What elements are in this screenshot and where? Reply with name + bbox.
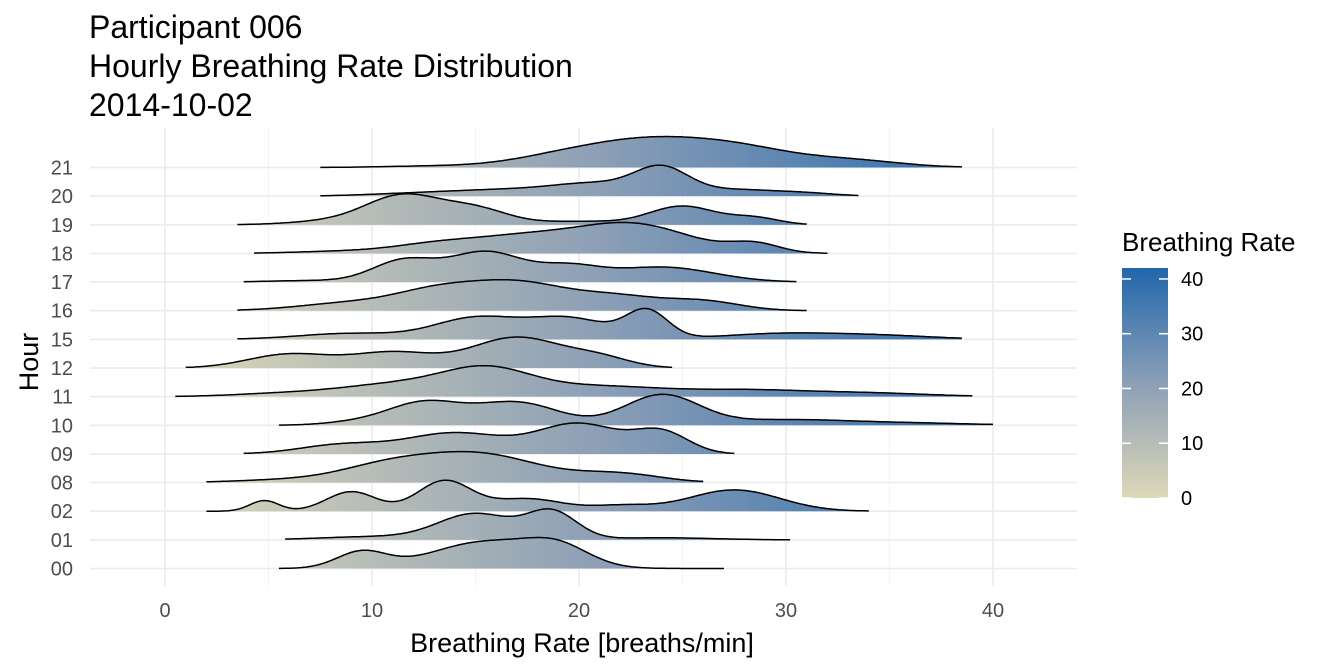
y-tick-label: 00 xyxy=(51,559,73,581)
ridge-area-09 xyxy=(243,422,735,454)
ridge-area-11 xyxy=(175,365,973,397)
ridges-layer xyxy=(175,135,994,570)
ridge-line-16 xyxy=(237,278,807,312)
y-tick-label: 08 xyxy=(51,473,73,495)
ridge-area-17 xyxy=(243,251,797,283)
ridge-line-18 xyxy=(253,221,828,254)
y-tick-label: 17 xyxy=(51,272,73,294)
ridge-area-01 xyxy=(285,508,791,540)
y-tick-label: 15 xyxy=(51,329,73,351)
ridge-area-00 xyxy=(278,537,724,569)
ridge-area-15 xyxy=(237,308,962,340)
y-tick-label: 02 xyxy=(51,501,73,523)
ridge-area-21 xyxy=(320,136,962,168)
ridge-area-19 xyxy=(237,193,807,225)
y-tick-label: 16 xyxy=(51,301,73,323)
ridge-line-21 xyxy=(320,135,962,169)
y-tick-label: 01 xyxy=(51,530,73,552)
legend-ticks: 0 10 20 30 40 xyxy=(1122,269,1203,510)
ridge-area-12 xyxy=(185,337,673,369)
ridge-line-20 xyxy=(320,164,859,197)
x-tick-label: 10 xyxy=(361,600,383,622)
ridge-area-08 xyxy=(206,451,704,483)
legend-tick-label: 20 xyxy=(1181,378,1203,400)
y-tick-label: 19 xyxy=(51,215,73,237)
ridge-area-02 xyxy=(206,480,869,512)
chart-subtitle-line-2: 2014-10-02 xyxy=(89,87,253,123)
y-axis-title: Hour xyxy=(14,333,44,392)
ridge-line-08 xyxy=(206,450,704,483)
y-tick-label: 20 xyxy=(51,186,73,208)
ridge-line-10 xyxy=(278,393,994,426)
y-tick-label: 10 xyxy=(51,415,73,437)
x-tick-label: 20 xyxy=(568,600,590,622)
legend-tick-label: 40 xyxy=(1181,269,1203,291)
y-tick-label: 18 xyxy=(51,243,73,265)
ridge-line-15 xyxy=(237,307,962,340)
y-tick-label: 21 xyxy=(51,158,73,180)
ridge-area-18 xyxy=(254,222,828,254)
chart-titles: Participant 006 Hourly Breathing Rate Di… xyxy=(89,8,573,125)
legend-tick-label: 0 xyxy=(1181,488,1192,510)
y-tick-label: 11 xyxy=(52,387,73,409)
ridge-line-17 xyxy=(243,250,797,283)
legend-title: Breathing Rate xyxy=(1122,227,1295,257)
x-axis-title: Breathing Rate [breaths/min] xyxy=(410,628,754,658)
ridge-area-16 xyxy=(237,279,807,311)
y-tick-label: 09 xyxy=(51,444,73,466)
legend: Breathing Rate 0 10 20 30 40 xyxy=(1122,227,1295,510)
ridge-line-01 xyxy=(285,508,791,541)
ridge-line-00 xyxy=(278,536,724,570)
ridge-line-11 xyxy=(175,364,973,398)
legend-tick-label: 30 xyxy=(1181,324,1203,346)
ridge-area-10 xyxy=(278,394,993,426)
chart-title: Participant 006 xyxy=(89,9,303,45)
x-tick-label: 30 xyxy=(775,600,797,622)
ridge-line-19 xyxy=(237,193,807,226)
y-tick-label: 12 xyxy=(51,358,73,380)
ridge-line-12 xyxy=(185,336,673,369)
x-tick-label: 40 xyxy=(982,600,1004,622)
ridge-line-09 xyxy=(243,422,735,455)
x-tick-label: 0 xyxy=(159,600,170,622)
legend-tick-label: 10 xyxy=(1181,433,1203,455)
y-axis: 00 01 02 08 09 10 11 12 15 16 17 18 19 20 21 xyxy=(51,158,73,581)
legend-colorbar xyxy=(1122,268,1168,498)
chart-subtitle-line-1: Hourly Breathing Rate Distribution xyxy=(89,48,573,84)
ridge-line-02 xyxy=(206,479,869,512)
x-axis: 0 10 20 30 40 xyxy=(159,600,1004,622)
